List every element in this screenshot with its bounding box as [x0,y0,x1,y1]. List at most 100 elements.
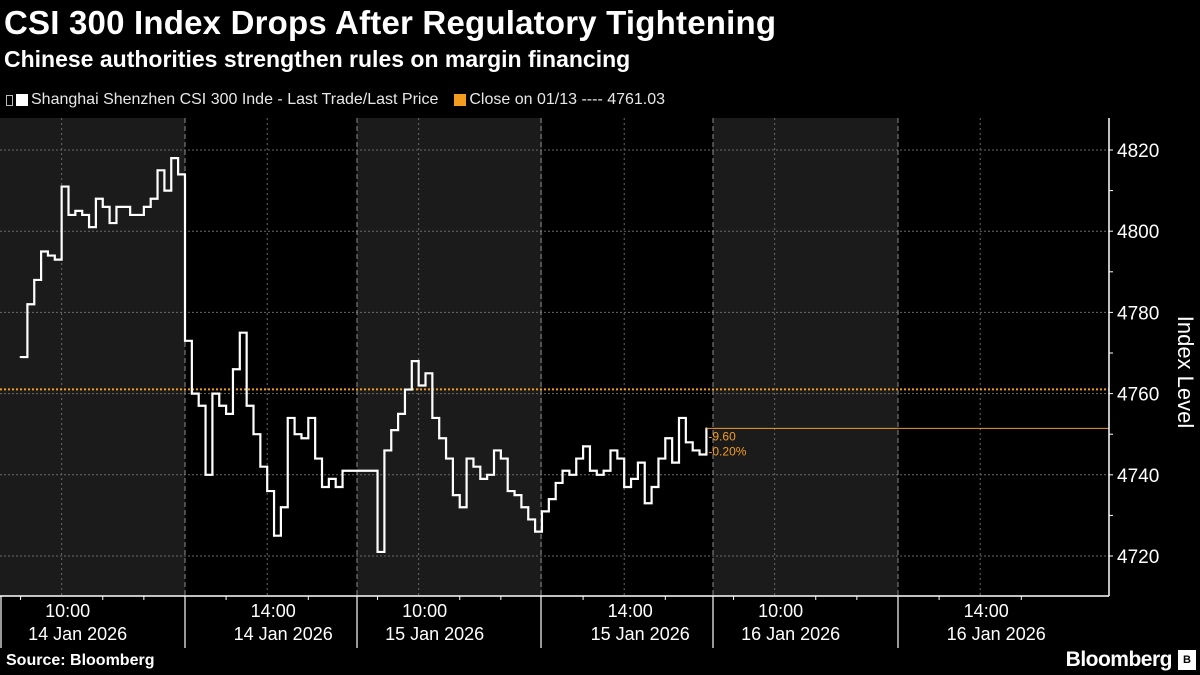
price-data-point [327,477,330,480]
price-data-point [582,445,585,448]
x-tick-date-label: 14 Jan 2026 [234,624,333,644]
legend-toggle-icon[interactable] [6,94,13,106]
x-tick-date-label: 16 Jan 2026 [741,624,840,644]
price-data-point [609,449,612,452]
price-data-point [513,494,516,497]
price-data-point [383,449,386,452]
price-data-point [410,360,413,363]
price-data-point [376,550,379,553]
price-data-point [397,412,400,415]
price-data-point [506,490,509,493]
price-data-point [616,457,619,460]
y-tick-label: 4820 [1117,141,1159,162]
price-data-point [60,185,63,188]
y-tick-label: 4740 [1117,466,1159,487]
price-data-point [279,506,282,509]
price-data-point [300,437,303,440]
price-data-point [541,510,543,513]
price-data-point [334,485,337,488]
price-data-point [698,453,701,456]
price-data-point [445,457,448,460]
price-data-point [479,477,482,480]
x-tick-time-label: 10:00 [45,601,90,621]
price-data-point [259,465,262,468]
y-tick-label: 4720 [1117,547,1159,568]
chart-title: CSI 300 Index Drops After Regulatory Tig… [4,4,777,41]
legend-swatch-price [16,94,28,106]
legend-swatch-close [454,94,467,106]
change-pct-label: -0.20% [708,444,746,458]
x-tick-date-label: 15 Jan 2026 [385,624,484,644]
price-data-point [225,412,228,415]
price-data-point [273,534,276,537]
price-data-point [561,469,564,472]
price-data-point [170,157,173,160]
price-data-point [630,477,633,480]
price-data-point [74,209,77,212]
price-data-point [554,481,557,484]
legend: Shanghai Shenzhen CSI 300 Inde - Last Tr… [6,91,665,109]
x-tick-date-label: 14 Jan 2026 [28,624,127,644]
price-data-point [218,404,221,407]
x-tick-time-label: 14:00 [964,601,1009,621]
x-tick-time-label: 14:00 [608,601,653,621]
price-data-point [403,388,406,391]
price-data-point [636,461,639,464]
price-data-point [19,356,22,359]
morning-session-shade [713,118,898,596]
price-data-point [108,222,111,225]
price-data-point [183,177,186,180]
price-data-point [588,469,591,472]
price-data-point [266,490,269,493]
x-tick-date-label: 15 Jan 2026 [591,624,690,644]
price-data-point [650,485,653,488]
price-data-point [321,485,323,488]
bloomberg-badge-icon: B [1178,650,1196,670]
price-data-point [245,404,248,407]
morning-session-shade [357,118,542,596]
price-data-point [211,392,214,395]
price-data-point [451,494,454,497]
price-data-point [595,473,598,476]
price-data-point [691,449,694,452]
price-data-point [184,339,186,342]
price-data-point [238,331,241,334]
price-data-point [252,433,255,436]
price-data-point [465,457,468,460]
price-data-point [314,457,317,460]
legend-label-price: Shanghai Shenzhen CSI 300 Inde - Last Tr… [31,91,439,108]
price-data-point [115,205,118,208]
price-data-point [163,189,166,192]
price-data-point [136,213,138,216]
legend-label-close: Close on 01/13 ---- 4761.03 [469,91,666,108]
price-data-point [149,197,152,200]
bloomberg-logo: Bloomberg [1065,648,1173,671]
price-data-point [81,213,84,216]
price-data-point [293,433,296,436]
price-data-point [472,465,475,468]
source-note: Source: Bloomberg [6,652,155,669]
price-data-point [286,416,289,419]
price-data-point [142,205,145,208]
price-data-point [390,429,393,432]
price-data-point [499,457,502,460]
price-data-point [204,473,207,476]
y-tick-label: 4780 [1117,303,1159,324]
price-data-point [458,506,461,509]
price-data-point [568,473,571,476]
price-data-point [527,518,530,521]
price-data-point [623,485,626,488]
price-data-point [26,303,29,306]
price-data-point [197,404,200,407]
price-data-point [33,278,36,281]
y-axis-label: Index Level [1173,316,1198,429]
price-data-point [534,530,537,533]
price-data-point [53,258,56,261]
price-data-point [664,437,667,440]
change-label: -9.60 [708,429,736,443]
x-tick-time-label: 10:00 [758,601,803,621]
price-data-point [493,449,495,452]
x-tick-time-label: 14:00 [251,601,296,621]
price-data-point [602,469,605,472]
